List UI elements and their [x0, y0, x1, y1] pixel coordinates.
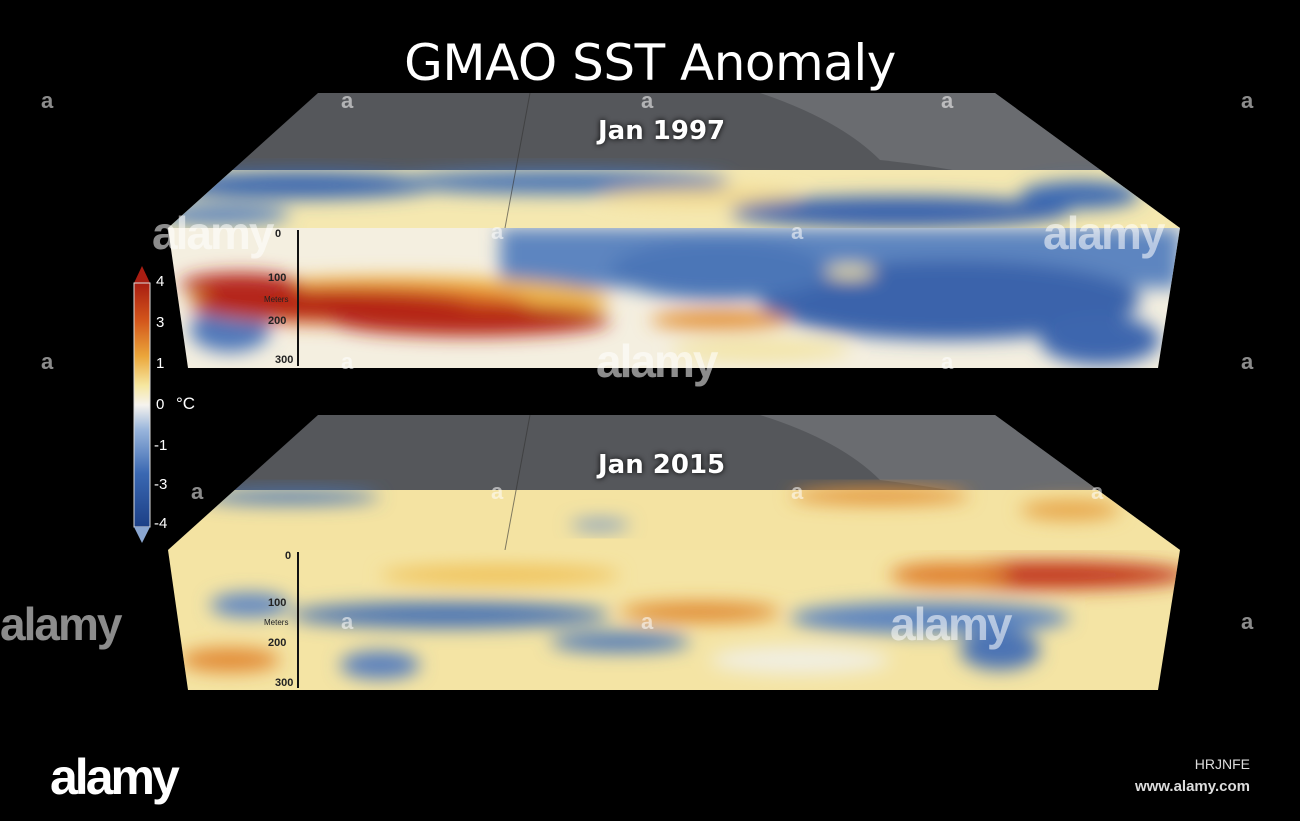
watermark-mark: a	[791, 219, 804, 244]
watermark-logo: alamy	[0, 598, 122, 650]
depth-tick: 200	[268, 637, 287, 649]
image-id: HRJNFE	[1194, 756, 1250, 772]
colorbar-label: 1	[156, 355, 165, 372]
page-title: GMAO SST Anomaly	[404, 34, 896, 92]
watermark-mark: a	[41, 349, 54, 374]
panel-1997-top-face	[168, 93, 1180, 228]
watermark-mark: a	[1241, 88, 1254, 113]
depth-tick: 0	[275, 228, 282, 240]
panel-1997-label: Jan 1997	[598, 116, 726, 146]
depth-tick: 100	[268, 272, 287, 284]
depth-tick: 100	[268, 597, 287, 609]
depth-tick: 200	[268, 315, 287, 327]
watermark-mark: a	[941, 88, 954, 113]
watermark-mark: a	[1241, 349, 1254, 374]
depth-tick: 300	[275, 677, 294, 689]
watermark-logo: alamy	[890, 598, 1012, 650]
watermark-mark: a	[41, 88, 54, 113]
colorbar-unit: °C	[176, 394, 196, 413]
colorbar-label: -1	[154, 437, 168, 454]
panel-2015-label: Jan 2015	[598, 450, 726, 480]
watermark-mark: a	[791, 479, 804, 504]
panel-2015-top-face	[168, 415, 1180, 550]
depth-tick: 300	[275, 354, 294, 366]
watermark-mark: a	[341, 609, 354, 634]
colorbar-label: -4	[154, 515, 168, 532]
watermark-mark: a	[341, 349, 354, 374]
stock-url: www.alamy.com	[1134, 778, 1250, 795]
watermark-logo: alamy	[596, 335, 718, 387]
watermark-mark: a	[941, 349, 954, 374]
colorbar-label: 0	[156, 396, 165, 413]
watermark-mark: a	[491, 219, 504, 244]
watermark-mark: a	[1241, 609, 1254, 634]
watermark-logo: alamy	[152, 207, 274, 259]
colorbar	[133, 266, 151, 543]
colorbar-label: 4	[156, 273, 165, 290]
watermark-mark: a	[641, 88, 654, 113]
watermark-logo: alamy	[1043, 207, 1165, 259]
panel-1997-front-face	[168, 228, 1180, 368]
watermark-mark: a	[1091, 479, 1104, 504]
watermark-mark: a	[641, 609, 654, 634]
watermark-mark: a	[341, 88, 354, 113]
depth-unit-label: Meters	[264, 618, 289, 627]
colorbar-label: -3	[154, 476, 168, 493]
watermark-mark: a	[191, 479, 204, 504]
alamy-logo: alamy	[50, 749, 180, 805]
watermark-mark: a	[491, 479, 504, 504]
depth-tick: 0	[285, 550, 292, 562]
colorbar-label: 3	[156, 314, 165, 331]
depth-unit-label: Meters	[264, 295, 289, 304]
panel-2015-front-face	[168, 550, 1180, 690]
